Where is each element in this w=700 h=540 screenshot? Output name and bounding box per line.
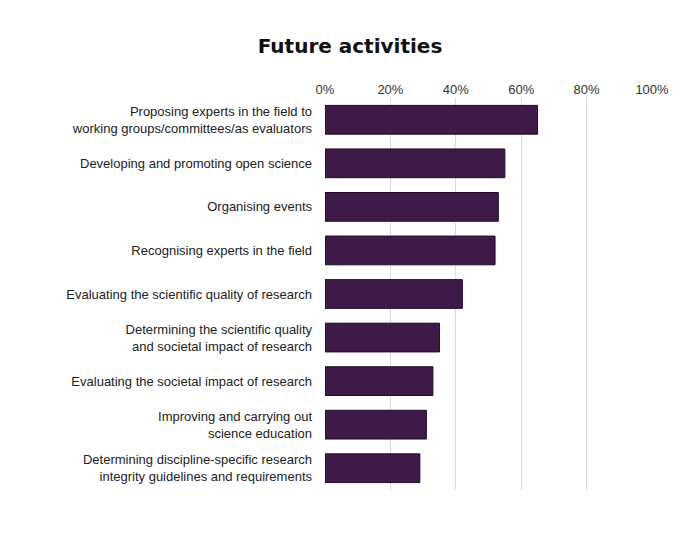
svg-text:100%: 100% — [635, 82, 669, 97]
svg-text:Determining the scientific qua: Determining the scientific qualityand so… — [126, 322, 313, 354]
svg-text:Future activities: Future activities — [258, 34, 443, 58]
svg-text:Determining discipline-specifi: Determining discipline-specific research… — [83, 452, 313, 484]
svg-text:80%: 80% — [574, 82, 600, 97]
svg-text:Proposing experts in the field: Proposing experts in the field toworking… — [72, 104, 313, 136]
svg-text:40%: 40% — [443, 82, 469, 97]
svg-text:Improving and carrying outscie: Improving and carrying outscience educat… — [158, 409, 312, 441]
svg-text:Evaluating the scientific qual: Evaluating the scientific quality of res… — [66, 287, 312, 302]
svg-text:Recognising experts in the fie: Recognising experts in the field — [131, 243, 312, 258]
svg-text:60%: 60% — [508, 82, 534, 97]
svg-text:Developing and promoting open: Developing and promoting open science — [80, 156, 312, 171]
svg-text:Organising events: Organising events — [207, 199, 312, 214]
svg-text:20%: 20% — [377, 82, 403, 97]
svg-text:Evaluating the societal impact: Evaluating the societal impact of resear… — [71, 374, 312, 389]
svg-text:0%: 0% — [316, 82, 335, 97]
